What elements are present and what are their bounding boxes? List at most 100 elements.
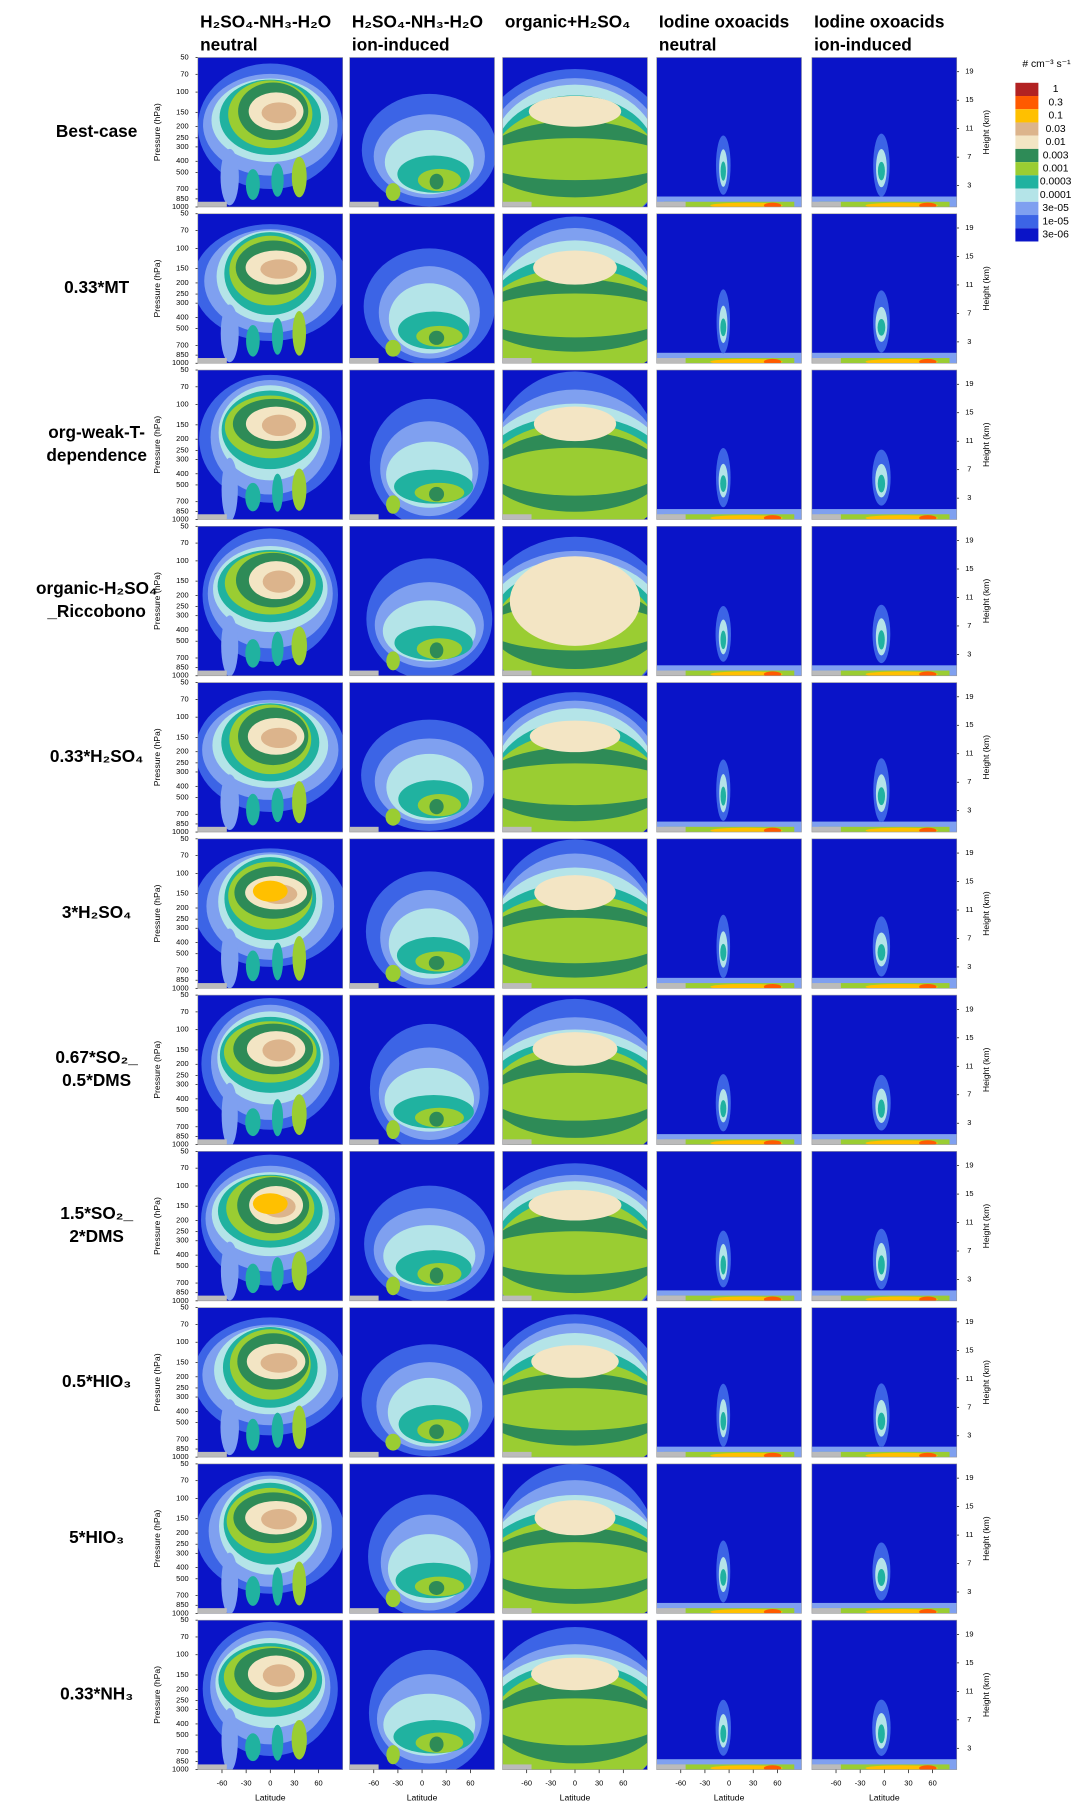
contour-fill [720,631,726,650]
panel [198,1151,343,1300]
contour-fill [486,918,663,963]
panel [479,1151,671,1325]
contour-fill [533,1032,618,1066]
colorbar-swatch [1015,136,1038,149]
colorbar-label: 0.003 [1043,150,1069,161]
y2-tick-label: 3 [967,337,971,346]
y-tick-label: 250 [176,1695,188,1704]
y-tick-label: 500 [176,1574,188,1583]
y2-axis-label: Height (km) [981,579,991,624]
ground [657,671,686,676]
y2-axis-label: Height (km) [981,1673,991,1718]
y-tick-label: 700 [176,809,188,818]
y-tick-label: 400 [176,156,188,165]
contour-fill [429,1424,444,1439]
column-title: neutral [659,35,716,55]
ground [812,1452,841,1457]
y2-tick-label: 19 [965,1629,973,1638]
colorbar-label: 0.03 [1046,124,1066,135]
column-title: ion-induced [352,35,450,55]
colorbar-swatch [1015,228,1038,241]
colorbar-label: 0.001 [1043,163,1069,174]
contour-fill [764,1296,781,1302]
y-tick-label: 300 [176,1079,188,1088]
y2-tick-label: 11 [966,124,974,133]
contour-fill [919,828,936,834]
contour-fill [720,944,726,961]
y2-tick-label: 3 [967,1431,971,1440]
contour-fill [878,1413,886,1430]
y-tick-label: 300 [176,611,188,620]
contour-fill [386,1120,400,1139]
colorbar-swatch [1015,189,1038,202]
y-tick-label: 150 [176,576,188,585]
y-tick-label: 200 [176,747,188,756]
y-tick-label: 50 [180,1615,188,1624]
contour-fill [220,774,239,830]
y-tick-label: 700 [176,1591,188,1600]
contour-fill [878,1724,885,1743]
column-title: H₂SO₄-NH₃-H₂O [352,12,483,32]
panel [812,1151,957,1302]
contour-fill [534,407,616,442]
colorbar-label: 0.01 [1046,137,1066,148]
y2-tick-label: 7 [967,777,971,786]
row-label: 0.5*DMS [62,1070,131,1090]
contour-fill [531,1345,618,1378]
y-tick-label: 200 [176,1059,188,1068]
panel [350,839,495,992]
y2-tick-label: 11 [966,280,974,289]
y-tick-label: 150 [176,1670,188,1679]
contour-fill [246,1264,261,1293]
colorbar-label: 1e-05 [1042,216,1069,227]
contour-fill [245,483,260,511]
y2-tick-label: 19 [965,692,973,701]
ground [657,1452,686,1457]
y2-tick-label: 7 [967,152,971,161]
contour-fill [919,1453,936,1459]
contour-fill [533,251,617,285]
row-label: 5*HIO₃ [69,1527,124,1547]
panel [350,214,495,365]
y-tick-label: 100 [176,1181,188,1190]
y2-axis-label: Height (km) [981,1047,991,1092]
y-tick-label: 250 [176,1070,188,1079]
panel [812,839,957,990]
y2-tick-label: 15 [965,877,973,886]
y2-tick-label: 7 [967,621,971,630]
y2-tick-label: 7 [967,1090,971,1099]
y-tick-label: 70 [180,1007,188,1016]
panel [350,526,495,679]
y-tick-label: 300 [176,1705,188,1714]
contour-fill [221,304,239,362]
panel [812,526,957,677]
panel [350,1620,495,1776]
panel [193,214,348,363]
colorbar-swatch [1015,122,1038,135]
column-title: neutral [200,35,257,55]
y2-tick-label: 3 [967,806,971,815]
y-tick-label: 50 [180,1459,188,1468]
y-tick-label: 100 [176,243,188,252]
contour-fill [764,984,781,990]
row-label: 1.5*SO₂_ [60,1203,133,1223]
panel [196,1464,345,1615]
contour-fill [262,102,297,123]
colorbar-label: 0.0003 [1040,177,1072,188]
contour-fill [222,458,238,522]
contour-fill [221,615,238,676]
y-tick-label: 150 [176,1357,188,1366]
x-tick-label: 0 [727,1778,731,1787]
panel [198,526,343,676]
ground [503,1608,532,1613]
panel-background [657,1308,802,1457]
contour-fill [919,1609,936,1615]
contour-fill [489,1542,660,1589]
contour-fill [430,1267,443,1283]
contour-fill [721,162,726,181]
panel [812,1464,957,1615]
contour-fill [489,1698,660,1745]
y-tick-label: 400 [176,781,188,790]
y-tick-label: 70 [180,1632,188,1641]
x-tick-label: -30 [855,1778,866,1787]
